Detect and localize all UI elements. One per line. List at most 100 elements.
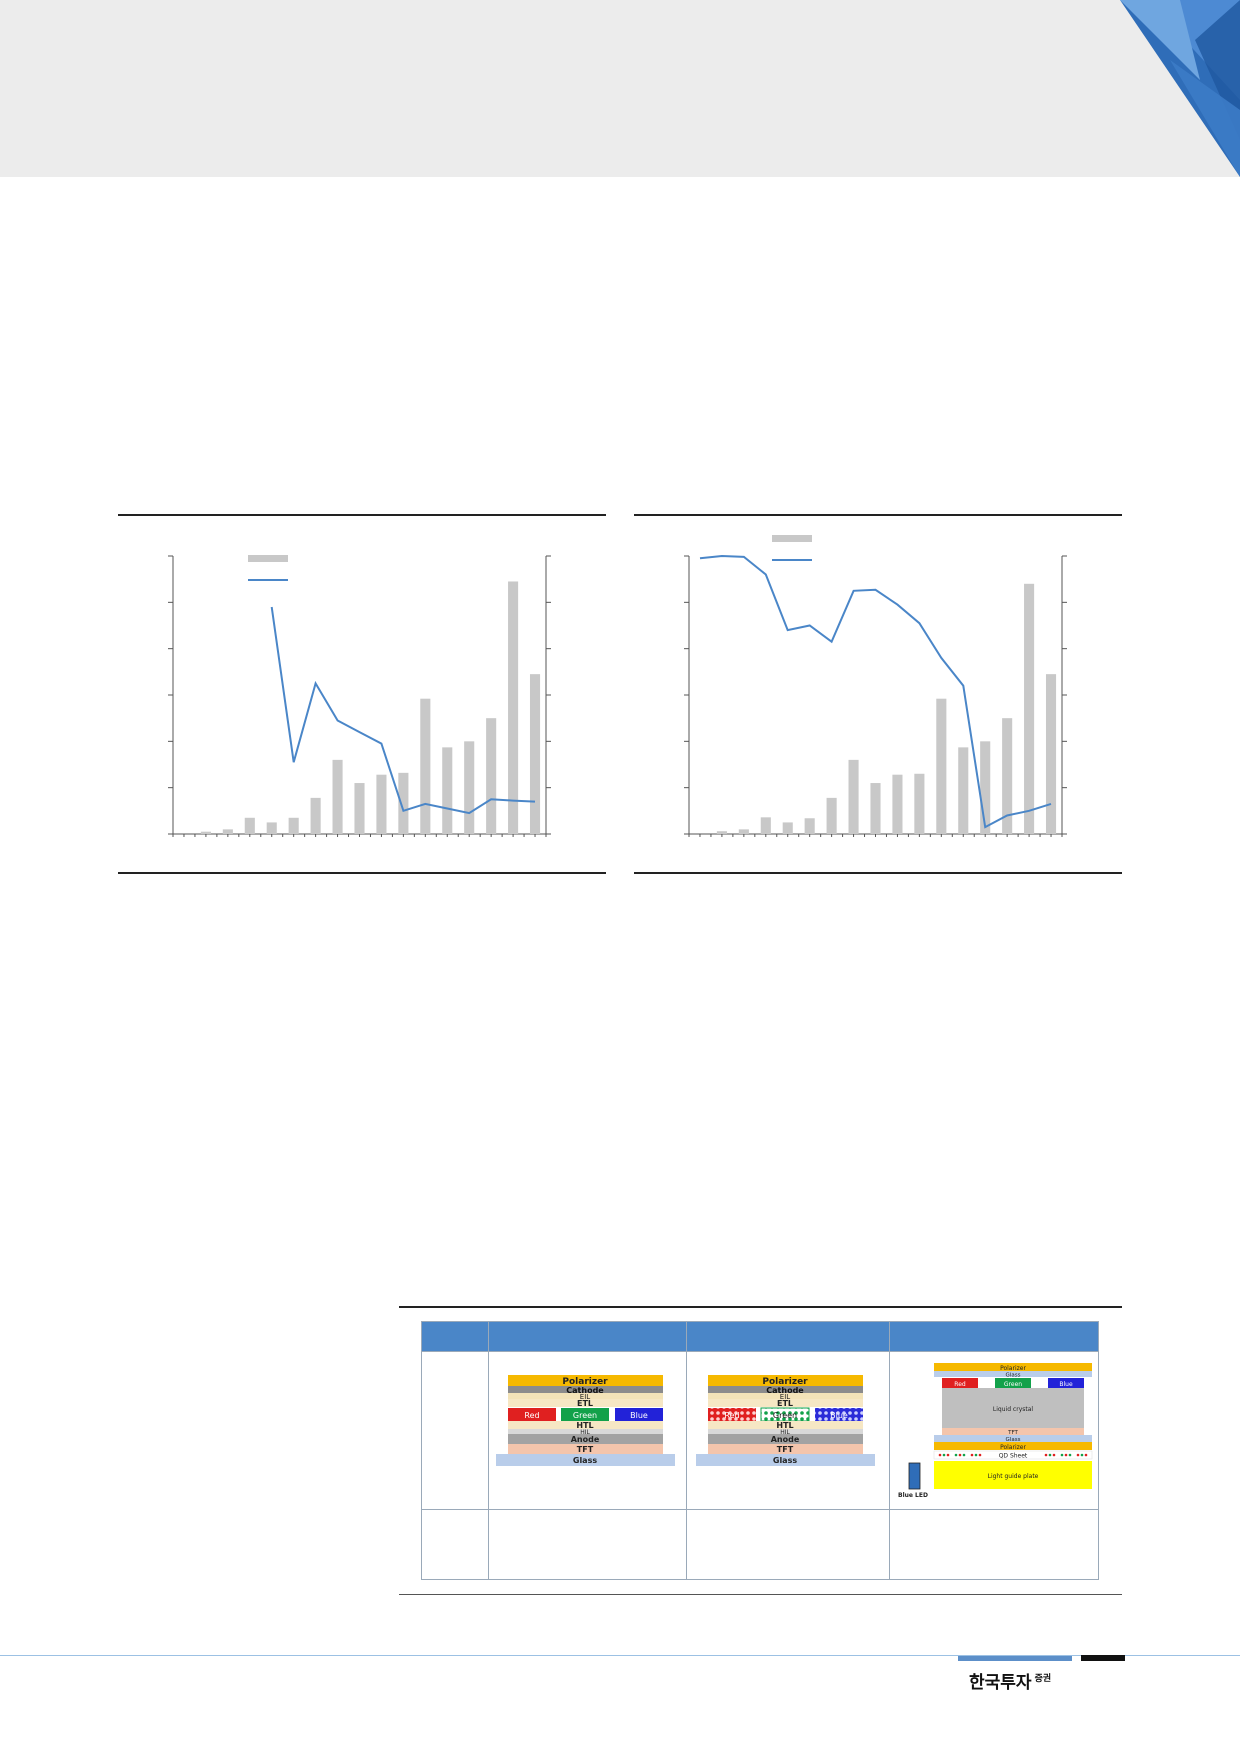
layer-label: TFT bbox=[576, 1445, 593, 1454]
bar bbox=[376, 774, 387, 834]
chart-rule-top bbox=[118, 514, 606, 516]
layer-label: Cathode bbox=[566, 1386, 604, 1395]
bar bbox=[782, 822, 793, 834]
layer-label: TFT bbox=[1007, 1430, 1018, 1436]
bar bbox=[1024, 583, 1035, 834]
subpixel-label: Red bbox=[954, 1381, 966, 1388]
layer-label: Polarizer bbox=[1000, 1444, 1026, 1451]
bar bbox=[222, 829, 233, 834]
qd-lcd-description-cell bbox=[889, 1509, 1099, 1580]
blue-led-block bbox=[908, 1462, 921, 1489]
layer-label: Glass bbox=[572, 1456, 596, 1465]
subpixel-label: Green bbox=[572, 1411, 596, 1420]
bar bbox=[398, 772, 409, 834]
subpixel-label: Blue bbox=[630, 1411, 648, 1420]
row-label-description bbox=[421, 1509, 489, 1580]
subpixel-label: Green bbox=[1004, 1381, 1022, 1388]
bar bbox=[508, 581, 519, 834]
layer-label: HTL bbox=[776, 1421, 793, 1430]
bar bbox=[529, 674, 541, 834]
bar bbox=[1045, 674, 1057, 834]
layer-label: HIL bbox=[780, 1429, 790, 1436]
bar bbox=[1002, 718, 1013, 834]
display-comparison-section: Polarizer Cathode EIL ETL Red Green Blue… bbox=[399, 1306, 1122, 1597]
layer-label: Glass bbox=[773, 1456, 797, 1465]
bar bbox=[848, 759, 859, 834]
table-header-row bbox=[421, 1321, 1099, 1352]
chart-panel-right bbox=[634, 514, 1122, 874]
subpixel-label: Blue bbox=[830, 1411, 848, 1420]
bar bbox=[244, 817, 255, 834]
header-band bbox=[0, 0, 1240, 177]
layer-label: ETL bbox=[777, 1399, 793, 1408]
structure-row: Polarizer Cathode EIL ETL Red Green Blue… bbox=[421, 1351, 1099, 1510]
header-cell-qd-lcd bbox=[889, 1321, 1099, 1352]
chart-rule-top bbox=[634, 514, 1122, 516]
bar bbox=[936, 698, 947, 834]
table-rule-bottom bbox=[399, 1594, 1122, 1595]
bar bbox=[892, 774, 903, 834]
qd-sheet-dots bbox=[938, 1453, 1088, 1456]
chart-panel-left bbox=[118, 514, 606, 874]
layer-label: QD Sheet bbox=[999, 1452, 1028, 1459]
oled-structure-cell: Polarizer Cathode EIL ETL Red Green Blue… bbox=[488, 1351, 687, 1510]
footer-page-marker bbox=[1081, 1655, 1125, 1661]
oled-description-cell bbox=[488, 1509, 687, 1580]
chart-right bbox=[684, 535, 1067, 837]
layer-label: EIL bbox=[579, 1393, 589, 1401]
layer-label: ETL bbox=[576, 1399, 592, 1408]
bar bbox=[442, 747, 453, 834]
bar bbox=[288, 817, 299, 834]
layer-label: Liquid crystal bbox=[993, 1406, 1033, 1413]
display-comparison-table: Polarizer Cathode EIL ETL Red Green Blue… bbox=[421, 1321, 1099, 1580]
bar bbox=[826, 797, 837, 834]
bar bbox=[870, 783, 881, 834]
description-row bbox=[421, 1509, 1099, 1580]
bar bbox=[332, 759, 343, 834]
footer-divider bbox=[0, 1655, 1240, 1656]
header-cell-label bbox=[421, 1321, 489, 1352]
chart-rule-bottom bbox=[634, 872, 1122, 874]
legend-swatch-bars bbox=[248, 555, 288, 562]
series-line bbox=[699, 554, 1052, 829]
layer-label: EIL bbox=[780, 1393, 790, 1401]
header-cell-oled bbox=[488, 1321, 687, 1352]
bar bbox=[760, 817, 771, 834]
chart-left bbox=[168, 555, 551, 837]
layer-label: TFT bbox=[777, 1445, 794, 1454]
header-cell-qd-oled bbox=[686, 1321, 890, 1352]
layer-label: Cathode bbox=[766, 1386, 804, 1395]
qd-lcd-structure-cell: Polarizer Glass Red Green Blue Liquid cr… bbox=[889, 1351, 1099, 1510]
layer-label: Polarizer bbox=[1000, 1365, 1026, 1372]
subpixel-label: Blue bbox=[1059, 1381, 1073, 1388]
bar bbox=[464, 741, 475, 834]
bar bbox=[980, 741, 991, 834]
layer-label: Polarizer bbox=[762, 1377, 808, 1387]
qd-oled-structure-cell: Polarizer Cathode EIL ETL Red Green Blue… bbox=[686, 1351, 890, 1510]
bar bbox=[354, 783, 365, 834]
bar bbox=[914, 773, 925, 834]
layer-label: HIL bbox=[580, 1429, 590, 1436]
chart-rule-bottom bbox=[118, 872, 606, 874]
bar bbox=[738, 829, 749, 834]
bar bbox=[486, 718, 497, 834]
layer-label: Anode bbox=[570, 1435, 599, 1444]
row-label-structure bbox=[421, 1351, 489, 1510]
layer-label: Glass bbox=[1006, 1372, 1021, 1378]
oled-stack-diagram: Polarizer Cathode EIL ETL Red Green Blue… bbox=[495, 1374, 675, 1466]
qd-lcd-stack-diagram: Polarizer Glass Red Green Blue Liquid cr… bbox=[898, 1362, 1093, 1499]
bar bbox=[716, 831, 727, 834]
subpixel-label: Red bbox=[724, 1411, 739, 1420]
bar bbox=[310, 797, 321, 834]
brand-name: 한국투자 bbox=[969, 1673, 1032, 1693]
footer-accent-bar bbox=[958, 1656, 1072, 1661]
legend-swatch-bars bbox=[772, 535, 812, 542]
table-rule-top bbox=[399, 1306, 1122, 1308]
header-corner-graphic bbox=[1120, 0, 1240, 177]
bar bbox=[266, 822, 277, 834]
footer-brand-logo: 한국투자 증권 bbox=[969, 1668, 1051, 1693]
series-line bbox=[270, 606, 536, 815]
layer-label: HTL bbox=[576, 1421, 593, 1430]
brand-suffix: 증권 bbox=[1034, 1674, 1052, 1684]
subpixel-label: Green bbox=[773, 1411, 797, 1420]
